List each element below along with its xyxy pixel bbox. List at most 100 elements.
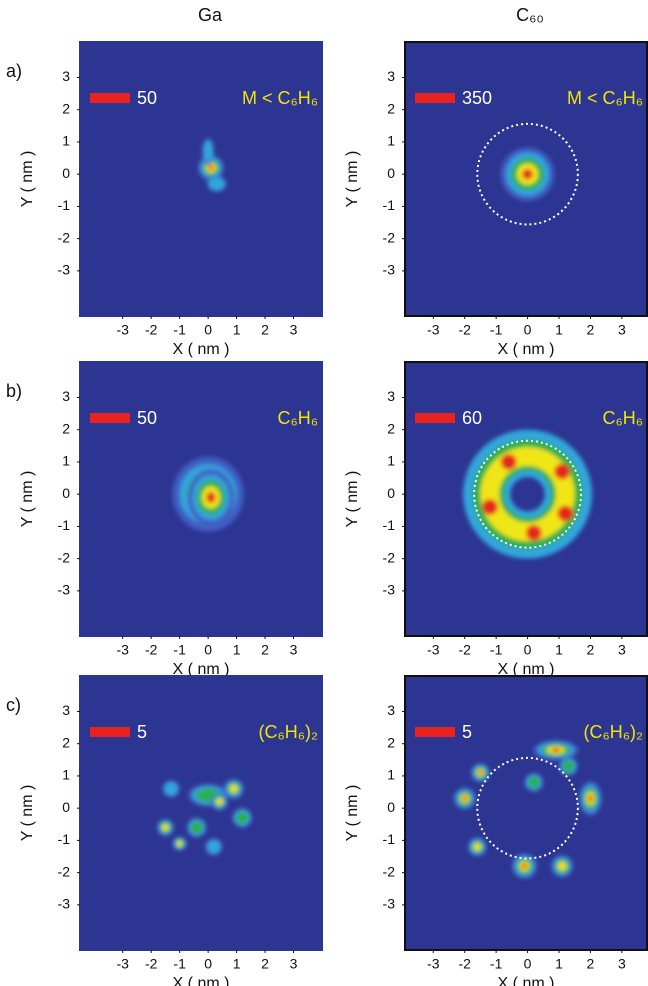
y-tick-label: 3 <box>62 68 70 84</box>
heat-blob <box>478 770 483 775</box>
heatmap <box>500 147 555 201</box>
x-tick-label: -1 <box>173 642 186 658</box>
annotation: M < C₆H₆ <box>567 88 643 108</box>
heat-blur <box>172 456 244 532</box>
plot-background <box>79 675 323 951</box>
column-header: C₆₀ <box>516 5 544 25</box>
scale-bar <box>415 413 455 423</box>
y-tick-label: 3 <box>62 388 70 404</box>
x-tick-label: -1 <box>173 322 186 338</box>
x-tick-label: 0 <box>524 956 532 972</box>
heat-blob <box>190 821 203 834</box>
y-tick-label: 3 <box>387 702 395 718</box>
y-tick-label: 1 <box>62 133 70 149</box>
y-tick-label: -1 <box>383 197 396 213</box>
y-tick-label: 0 <box>387 799 395 815</box>
y-tick-label: -2 <box>383 229 396 245</box>
heat-blob <box>473 843 482 851</box>
x-tick-label: 0 <box>204 642 212 658</box>
dotted-circle <box>473 439 582 549</box>
heat-spot <box>482 499 498 515</box>
heat-blob <box>208 165 214 171</box>
y-axis-label: Y ( nm ) <box>19 785 36 842</box>
heatmap <box>156 778 253 856</box>
y-tick-label: -2 <box>383 863 396 879</box>
heat-blob <box>208 177 225 191</box>
y-tick-label: 2 <box>387 100 395 116</box>
x-tick-label: -3 <box>116 322 129 338</box>
heatmap <box>198 137 227 192</box>
x-tick-label: -1 <box>490 956 503 972</box>
heat-spot <box>557 505 574 522</box>
x-tick-label: -2 <box>145 956 158 972</box>
heatmap <box>463 429 593 559</box>
row-label: b) <box>6 381 22 401</box>
heat-blob <box>176 840 183 847</box>
y-tick-label: -3 <box>58 896 71 912</box>
y-tick-label: 3 <box>387 68 395 84</box>
x-tick-label: -3 <box>116 642 129 658</box>
x-axis-label: X ( nm ) <box>498 975 555 986</box>
row-label: a) <box>6 61 22 81</box>
x-tick-label: 2 <box>261 322 269 338</box>
x-tick-label: 2 <box>261 642 269 658</box>
y-tick-label: 0 <box>62 165 70 181</box>
heat-blob <box>522 168 533 180</box>
y-tick-label: -1 <box>58 831 71 847</box>
x-tick-label: 2 <box>587 956 595 972</box>
heat-blob <box>562 760 575 772</box>
y-tick-label: 2 <box>62 734 70 750</box>
x-tick-label: -3 <box>427 956 440 972</box>
scale-bar <box>415 727 455 737</box>
heatmap <box>453 740 602 879</box>
annotation: C₆H₆ <box>277 408 318 428</box>
y-tick-label: 2 <box>62 420 70 436</box>
x-tick-label: -2 <box>458 322 471 338</box>
x-tick-label: 3 <box>290 322 298 338</box>
heat-blob <box>161 824 169 831</box>
scale-label: 60 <box>462 408 482 428</box>
y-tick-label: 1 <box>387 453 395 469</box>
x-tick-label: 0 <box>204 322 212 338</box>
x-tick-label: 3 <box>618 956 626 972</box>
annotation: C₆H₆ <box>602 408 643 428</box>
x-axis-label: X ( nm ) <box>498 661 555 678</box>
plot-background <box>79 41 323 317</box>
panel: 5 (C₆H₆)₂ -3 -2 -1 0 1 2 3 -3 -2 -1 0 1 2 3 X ( nm ) Y ( … <box>344 675 648 986</box>
y-axis-label: Y ( nm ) <box>19 471 36 528</box>
y-tick-label: 1 <box>62 453 70 469</box>
heatmap <box>172 456 244 532</box>
x-tick-label: 1 <box>233 322 241 338</box>
heat-spot <box>526 524 542 541</box>
column-header: Ga <box>198 5 223 25</box>
heat-blur <box>198 137 227 192</box>
x-axis-label: X ( nm ) <box>173 975 230 986</box>
heat-blur <box>500 147 555 201</box>
scale-bar <box>90 727 130 737</box>
y-tick-label: -1 <box>383 831 396 847</box>
x-tick-label: 1 <box>555 956 563 972</box>
scale-label: 5 <box>137 722 147 742</box>
heat-blob <box>203 140 213 163</box>
x-axis-label: X ( nm ) <box>498 341 555 358</box>
heat-blob <box>164 781 178 796</box>
y-axis-label: Y ( nm ) <box>344 151 361 208</box>
y-tick-label: 1 <box>387 767 395 783</box>
heat-blob <box>557 861 567 871</box>
x-tick-label: 2 <box>261 956 269 972</box>
plot-background <box>404 675 648 951</box>
y-tick-label: -2 <box>58 549 71 565</box>
annotation: (C₆H₆)₂ <box>259 722 319 742</box>
y-tick-label: -1 <box>58 197 71 213</box>
x-tick-label: -2 <box>458 642 471 658</box>
y-tick-label: 3 <box>387 388 395 404</box>
heat-blob <box>206 840 221 854</box>
y-tick-label: -3 <box>58 582 71 598</box>
y-tick-label: 0 <box>62 799 70 815</box>
heat-blur <box>463 429 593 559</box>
scale-label: 50 <box>137 408 157 428</box>
x-axis-label: X ( nm ) <box>173 661 230 678</box>
y-tick-label: -1 <box>58 517 71 533</box>
y-tick-label: -2 <box>58 863 71 879</box>
panel: 60 C₆H₆ -3 -2 -1 0 1 2 3 -3 -2 -1 0 1 2 3 X ( nm ) Y ( nm… <box>344 361 648 678</box>
